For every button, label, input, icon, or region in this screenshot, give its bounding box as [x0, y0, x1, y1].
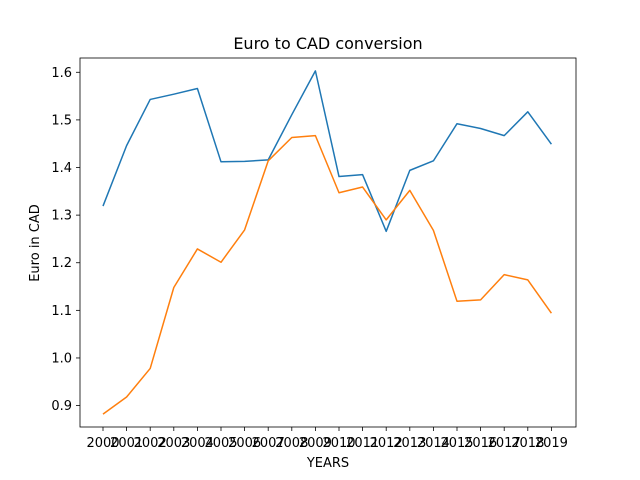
- y-axis: 0.9 1.0 1.1 1.2 1.3 1.4 1.5 1.6: [51, 66, 80, 414]
- x-tick-label: 2018: [511, 436, 544, 451]
- y-tick-label: 1.1: [51, 304, 72, 319]
- x-tick-label: 2014: [417, 436, 450, 451]
- y-tick-label: 1.4: [51, 161, 72, 176]
- series-line-2: [102, 134, 553, 415]
- x-tick-label: 2009: [299, 436, 332, 451]
- x-axis: 2000200120022003200420052006200720082009…: [86, 427, 568, 451]
- x-tick-label: 2011: [346, 436, 379, 451]
- y-tick-label: 1.3: [51, 209, 72, 224]
- x-tick-label: 2004: [181, 436, 214, 451]
- chart-title: Euro to CAD conversion: [233, 34, 422, 53]
- x-tick-label: 2012: [370, 436, 403, 451]
- y-tick-label: 1.2: [51, 256, 72, 271]
- series-line-1: [102, 70, 553, 233]
- x-tick-label: 2007: [252, 436, 285, 451]
- x-tick-label: 2016: [464, 436, 497, 451]
- x-tick-label: 2017: [488, 436, 521, 451]
- y-tick-label: 1.0: [51, 351, 72, 366]
- x-tick-label: 2002: [134, 436, 167, 451]
- x-axis-label: YEARS: [306, 456, 349, 471]
- plot-frame: [79, 57, 577, 428]
- x-tick-label: 2006: [228, 436, 261, 451]
- x-tick-label: 2010: [322, 436, 355, 451]
- x-tick-label: 2001: [110, 436, 143, 451]
- x-tick-label: 2008: [275, 436, 308, 451]
- x-tick-label: 2015: [440, 436, 473, 451]
- x-tick-label: 2000: [86, 436, 119, 451]
- x-tick-label: 2003: [157, 436, 190, 451]
- y-tick-label: 1.5: [51, 113, 72, 128]
- y-tick-label: 0.9: [51, 399, 72, 414]
- y-tick-label: 1.6: [51, 66, 72, 81]
- x-tick-label: 2005: [204, 436, 237, 451]
- plot-lines: [102, 70, 553, 415]
- x-tick-label: 2013: [393, 436, 426, 451]
- x-tick-label: 2019: [535, 436, 568, 451]
- y-axis-label: Euro in CAD: [28, 204, 43, 282]
